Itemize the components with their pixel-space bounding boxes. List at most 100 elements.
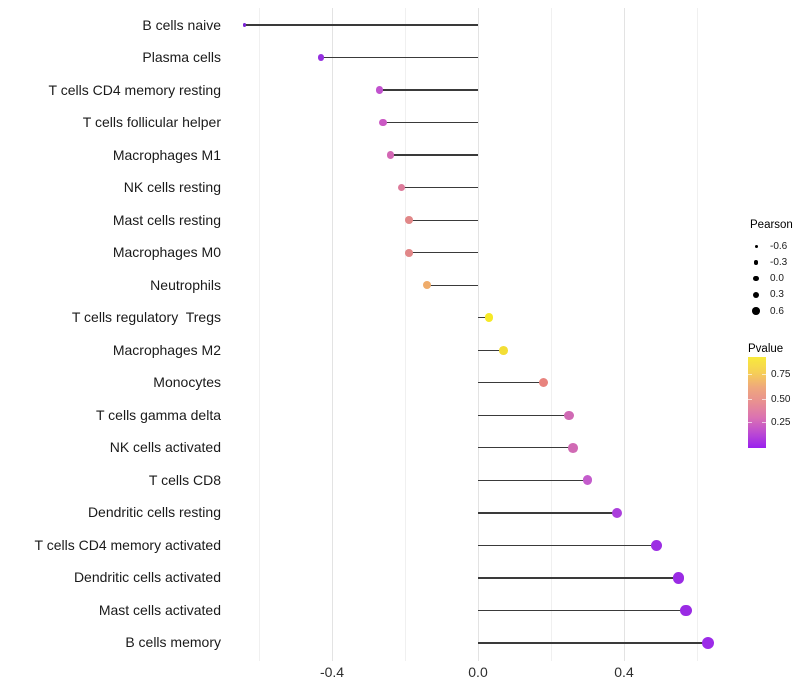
lollipop-dot (404, 216, 413, 225)
major-gridline (332, 8, 333, 661)
legend-pearson-entry: -0.3 (742, 254, 787, 270)
lollipop-dot (651, 539, 663, 551)
legend-pearson: Pearson -0.6 -0.3 0.0 0.3 0.6 (742, 219, 800, 317)
lollipop-dot (386, 151, 395, 159)
lollipop-stem (408, 252, 478, 254)
lollipop-stem (478, 512, 617, 514)
category-label: Dendritic cells activated (73, 569, 221, 586)
pvalue-tick-label: 0.25 (771, 416, 791, 428)
lollipop-dot (539, 378, 549, 388)
lollipop-dot (242, 23, 247, 27)
lollipop-stem (478, 642, 708, 644)
lollipop-dot (564, 410, 575, 421)
category-label: Monocytes (153, 374, 221, 391)
lollipop-dot (379, 118, 387, 127)
legend-pvalue-title: Pvalue (748, 343, 784, 355)
lollipop-stem (408, 219, 478, 221)
category-label: Macrophages M1 (112, 146, 221, 163)
lollipop-stem (379, 89, 478, 91)
legend-pvalue: Pvalue 0.75 0.50 0.25 (742, 343, 800, 463)
lollipop-dot (673, 572, 685, 584)
lollipop-dot (404, 248, 413, 257)
minor-gridline (259, 8, 260, 661)
legend-pearson-entry: 0.6 (742, 303, 784, 319)
pvalue-tick-mark (748, 399, 752, 400)
category-label: Macrophages M0 (112, 244, 221, 261)
category-label: Mast cells resting (112, 211, 221, 228)
lollipop-dot (397, 183, 406, 192)
lollipop-stem (478, 414, 570, 416)
legend-size-label: 0.6 (770, 305, 784, 317)
lollipop-stem (478, 479, 588, 481)
pvalue-tick-label: 0.75 (771, 368, 791, 380)
lollipop-stem (383, 121, 478, 124)
category-label: NK cells activated (109, 439, 221, 456)
minor-gridline (697, 8, 698, 661)
pvalue-tick-mark (748, 422, 752, 423)
lollipop-stem (390, 154, 478, 156)
legend-size-label: -0.6 (770, 240, 788, 252)
category-label: B cells memory (125, 634, 221, 651)
lollipop-dot (499, 345, 508, 355)
lollipop-stem (478, 382, 544, 384)
minor-gridline (405, 8, 406, 661)
legend-size-label: -0.3 (770, 256, 788, 268)
category-label: T cells CD4 memory activated (34, 536, 221, 553)
category-label: B cells naive (142, 16, 221, 33)
minor-gridline (551, 8, 552, 661)
lollipop-stem (478, 609, 687, 612)
legend-pearson-entry: 0.3 (742, 287, 784, 303)
lollipop-dot (611, 507, 622, 519)
category-label: T cells CD4 memory resting (48, 81, 221, 98)
lollipop-stem (478, 447, 573, 449)
category-label: T cells regulatory Tregs (71, 309, 221, 326)
legend-size-dot (752, 291, 760, 299)
lollipop-dot (568, 442, 578, 453)
pvalue-tick-mark (762, 399, 766, 400)
lollipop-stem (401, 186, 478, 189)
legend-size-dot (754, 244, 758, 248)
lollipop-stem (321, 56, 478, 59)
legend-size-label: 0.3 (770, 289, 784, 301)
lollipop-stem (478, 349, 504, 351)
lollipop-dot (484, 313, 494, 323)
legend-size-dot (753, 260, 759, 265)
legend-size-label: 0.0 (770, 273, 784, 285)
pvalue-tick-mark (762, 422, 766, 423)
lollipop-stem (478, 317, 489, 319)
category-label: NK cells resting (123, 179, 221, 196)
plot-panel (240, 8, 723, 661)
category-label: Dendritic cells resting (87, 504, 221, 521)
lollipop-dot (582, 475, 593, 486)
legend-pearson-title: Pearson (750, 219, 793, 231)
category-label: T cells gamma delta (95, 406, 221, 423)
lollipop-stem (426, 284, 478, 286)
lollipop-dot (680, 604, 692, 617)
category-label: T cells follicular helper (82, 114, 221, 131)
x-tick-label: 0.0 (468, 664, 488, 680)
category-label: Neutrophils (150, 276, 221, 293)
lollipop-stem (478, 544, 657, 547)
lollipop-dot (375, 86, 384, 94)
legend-size-dot (752, 307, 760, 315)
legend-pearson-entry: -0.6 (742, 238, 787, 254)
category-label: Plasma cells (142, 49, 221, 66)
x-tick-label: 0.4 (614, 664, 634, 680)
lollipop-stem (244, 24, 478, 26)
category-label: Macrophages M2 (112, 341, 221, 358)
category-label: Mast cells activated (98, 601, 221, 618)
lollipop-dot (701, 636, 715, 650)
pvalue-gradient-bar (748, 357, 766, 448)
pvalue-tick-label: 0.50 (771, 393, 791, 405)
lollipop-dot (422, 281, 431, 290)
legend-pearson-entry: 0.0 (742, 271, 784, 287)
lollipop-stem (478, 577, 679, 579)
x-tick-label: -0.4 (319, 664, 345, 680)
category-label: T cells CD8 (148, 471, 221, 488)
pvalue-tick-mark (748, 374, 752, 375)
legend-size-dot (753, 275, 759, 282)
major-gridline (478, 8, 479, 661)
pvalue-tick-mark (762, 374, 766, 375)
major-gridline (624, 8, 625, 661)
